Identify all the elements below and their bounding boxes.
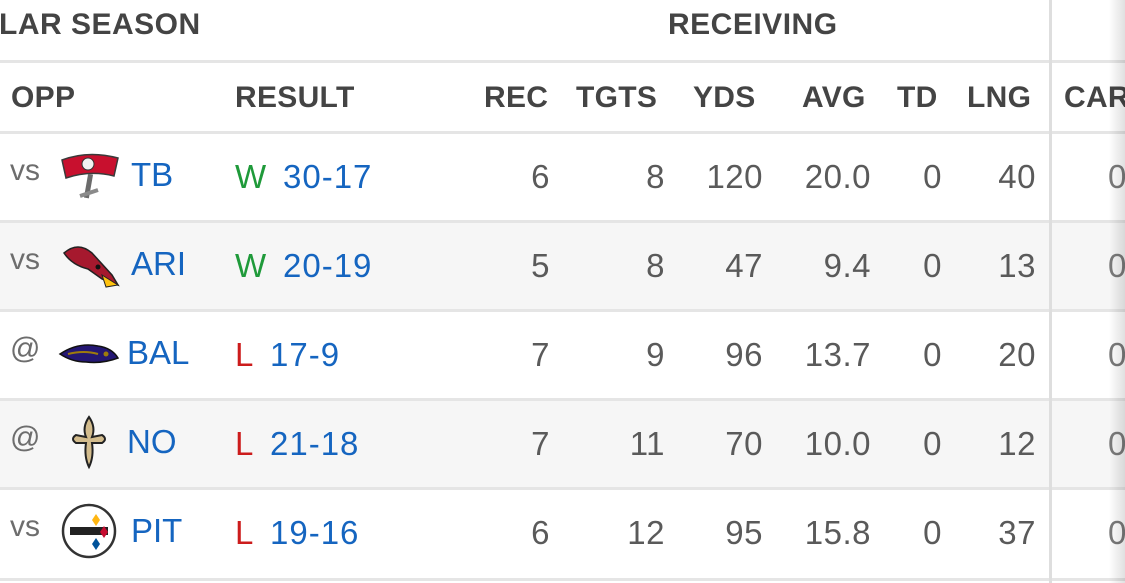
col-header-lng[interactable]: LNG [967,81,1032,114]
yds-value: 47 [725,247,763,284]
col-header-result[interactable]: RESULT [235,81,355,114]
rec-value: 6 [531,158,550,195]
td-value: 0 [923,336,942,373]
tgts-value: 8 [646,247,665,284]
td-value: 0 [923,514,942,551]
lng-value: 20 [998,336,1036,373]
avg-value: 10.0 [804,425,871,462]
game-site: vs [10,510,40,543]
car-value: 0 [1108,158,1125,196]
lng-value: 40 [998,158,1036,195]
result-loss-indicator: L [235,514,254,551]
game-score-link[interactable]: 21-18 [270,425,360,462]
regular-season-label: LAR SEASON [0,8,201,41]
steelers-logo-icon[interactable] [58,502,120,560]
td-value: 0 [923,425,942,462]
divider [0,60,1125,63]
opponent-link[interactable]: ARI [131,245,187,282]
car-value: 0 [1108,425,1125,463]
col-header-rec[interactable]: REC [484,81,549,114]
yds-value: 120 [706,158,763,195]
lng-value: 12 [998,425,1036,462]
result-loss-indicator: L [235,425,254,462]
col-header-yds[interactable]: YDS [693,81,756,114]
column-header-row: OPP RESULT REC TGTS YDS AVG TD LNG CAR [0,65,1125,131]
divider [0,487,1125,490]
col-header-tgts[interactable]: TGTS [576,81,658,114]
game-site: @ [10,421,41,454]
table-row: vs TB W 30-17 6 8 120 20.0 0 40 0 [0,134,1125,220]
col-header-car[interactable]: CAR [1064,81,1125,114]
ravens-logo-icon[interactable] [58,324,120,382]
scroll-edge-shadow [1109,0,1125,583]
td-value: 0 [923,247,942,284]
game-site: @ [10,332,41,365]
cardinals-logo-icon[interactable] [58,235,120,293]
rec-value: 7 [531,336,550,373]
lng-value: 37 [998,514,1036,551]
divider [0,309,1125,312]
yds-value: 95 [725,514,763,551]
tgts-value: 11 [629,425,665,462]
column-group-divider [1049,0,1052,583]
tgts-value: 9 [646,336,665,373]
table-row: vs ARI W 20-19 5 8 47 9.4 0 13 0 [0,223,1125,309]
rec-value: 5 [531,247,550,284]
yds-value: 96 [725,336,763,373]
receiving-group-label: RECEIVING [668,8,838,41]
car-value: 0 [1108,247,1125,285]
col-header-avg[interactable]: AVG [802,81,866,114]
buccaneers-logo-icon[interactable] [58,146,120,204]
divider [0,220,1125,223]
col-header-opp[interactable]: OPP [11,81,76,114]
table-row: vs PIT L 19-16 6 12 95 15.8 0 37 0 [0,490,1125,576]
game-score-link[interactable]: 19-16 [270,514,360,551]
col-header-td[interactable]: TD [897,81,938,114]
divider [0,131,1125,134]
yds-value: 70 [725,425,763,462]
car-value: 0 [1108,336,1125,374]
avg-value: 13.7 [804,336,871,373]
table-row: @ BAL L 17-9 7 9 96 13.7 0 20 0 [0,312,1125,398]
divider [0,578,1125,581]
car-value: 0 [1108,514,1125,552]
rec-value: 7 [531,425,550,462]
divider [0,398,1125,401]
result-loss-indicator: L [235,336,254,373]
game-score-link[interactable]: 20-19 [283,247,373,284]
avg-value: 20.0 [804,158,871,195]
result-win-indicator: W [235,158,267,195]
game-site: vs [10,154,40,187]
tgts-value: 12 [627,514,665,551]
saints-logo-icon[interactable] [58,413,120,471]
opponent-link[interactable]: PIT [131,512,183,549]
td-value: 0 [923,158,942,195]
tgts-value: 8 [646,158,665,195]
game-score-link[interactable]: 17-9 [270,336,341,373]
opponent-link[interactable]: NO [127,423,177,460]
table-row: @ NO L 21-18 7 11 70 10.0 0 12 0 [0,401,1125,487]
rec-value: 6 [531,514,550,551]
avg-value: 9.4 [823,247,871,284]
lng-value: 13 [998,247,1036,284]
result-win-indicator: W [235,247,267,284]
game-site: vs [10,243,40,276]
avg-value: 15.8 [804,514,871,551]
game-score-link[interactable]: 30-17 [283,158,373,195]
opponent-link[interactable]: TB [131,156,174,193]
section-header: LAR SEASON RECEIVING [0,0,1125,62]
opponent-link[interactable]: BAL [127,334,190,371]
